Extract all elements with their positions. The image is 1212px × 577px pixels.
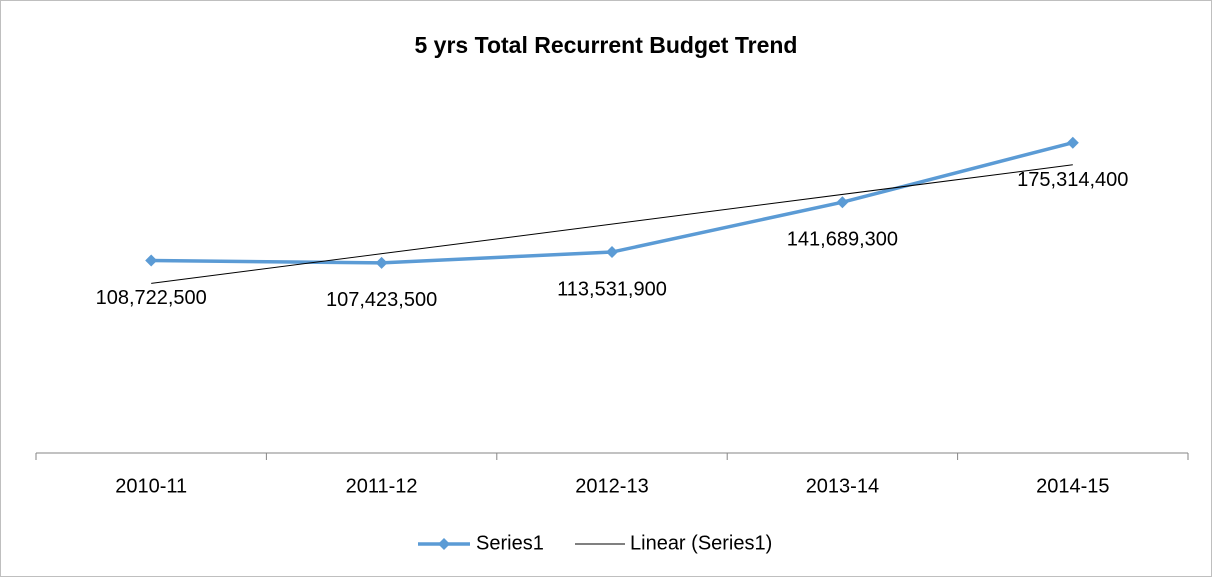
data-point [1066, 136, 1079, 149]
x-tick-label: 2011-12 [346, 475, 418, 497]
trendline [151, 164, 1073, 284]
chart-title: 5 yrs Total Recurrent Budget Trend [415, 32, 798, 58]
x-tick-label: 2012-13 [575, 475, 648, 497]
x-tick-label: 2013-14 [806, 475, 879, 497]
data-label: 141,689,300 [787, 228, 898, 250]
data-label: 113,531,900 [557, 278, 667, 300]
x-tick-label: 2014-15 [1036, 475, 1109, 497]
data-point [836, 196, 849, 209]
legend-marker [438, 538, 450, 550]
legend-label: Linear (Series1) [630, 532, 772, 554]
data-point [375, 256, 388, 269]
data-label: 107,423,500 [326, 289, 437, 311]
data-point [145, 254, 158, 267]
data-label: 108,722,500 [96, 287, 207, 309]
data-point [606, 246, 618, 259]
legend-label: Series1 [476, 532, 544, 554]
data-label: 175,314,400 [1017, 169, 1128, 191]
x-tick-label: 2010-11 [115, 475, 187, 497]
